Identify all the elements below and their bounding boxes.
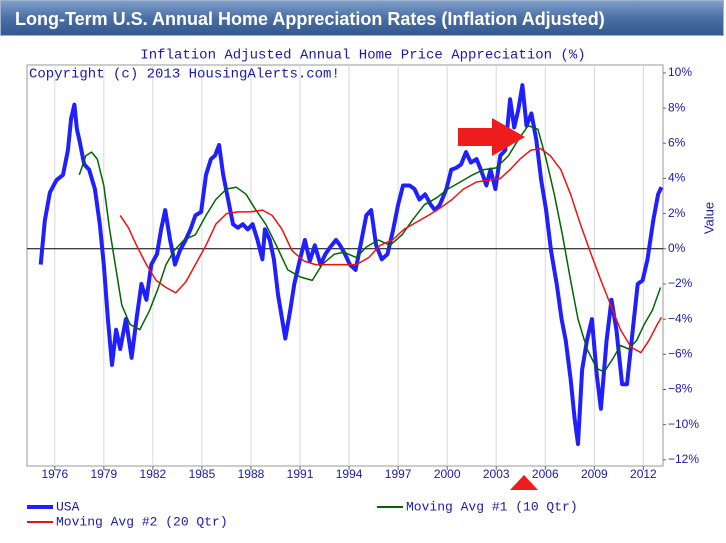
triangle-marker xyxy=(510,475,538,490)
series-line xyxy=(78,124,662,373)
x-tick-label: 2003 xyxy=(483,467,510,481)
x-tick-label: 1979 xyxy=(90,467,117,481)
arrow xyxy=(458,118,525,156)
x-tick-label: 1976 xyxy=(41,467,68,481)
y-tick-label: −2% xyxy=(668,276,693,290)
y-tick-label: 0% xyxy=(668,241,686,255)
y-tick-label: 8% xyxy=(668,100,686,114)
header-title: Long-Term U.S. Annual Home Appreciation … xyxy=(0,0,724,36)
y-tick-label: 10% xyxy=(668,65,692,79)
y-tick-label: −10% xyxy=(668,417,699,431)
series-line xyxy=(38,83,664,446)
y-tick-label: −6% xyxy=(668,346,693,360)
legend-label: USA xyxy=(56,499,80,514)
y-tick-label: −4% xyxy=(668,311,693,325)
x-tick-label: 2012 xyxy=(630,467,657,481)
legend-label: Moving Avg #1 (10 Qtr) xyxy=(406,499,578,514)
plot-area xyxy=(26,64,664,467)
y-tick-label: 2% xyxy=(668,206,686,220)
x-tick-label: 1985 xyxy=(189,467,216,481)
y-tick-label: −12% xyxy=(668,452,699,466)
legend-label: Moving Avg #2 (20 Qtr) xyxy=(56,514,228,529)
legend: USA Moving Avg #1 (10 Qtr) Moving Avg #2 (… xyxy=(27,499,578,529)
y-tick-label: 6% xyxy=(668,135,686,149)
series-line xyxy=(119,147,663,354)
x-tick-label: 1994 xyxy=(336,467,363,481)
y-axis-label: Value xyxy=(701,202,716,234)
x-tick-label: 2006 xyxy=(532,467,559,481)
x-tick-label: 2009 xyxy=(581,467,608,481)
x-tick-label: 1988 xyxy=(238,467,265,481)
chart-title: Inflation Adjusted Annual Home Price App… xyxy=(140,48,585,64)
y-tick-label: 4% xyxy=(668,171,686,185)
x-tick-label: 1991 xyxy=(287,467,314,481)
y-tick-label: −8% xyxy=(668,382,693,396)
annotation: Copyright (c) 2013 HousingAlerts.com! xyxy=(29,67,340,83)
x-tick-label: 1997 xyxy=(385,467,412,481)
x-tick-label: 1982 xyxy=(140,467,167,481)
lines xyxy=(38,83,664,446)
x-tick-label: 2000 xyxy=(434,467,461,481)
